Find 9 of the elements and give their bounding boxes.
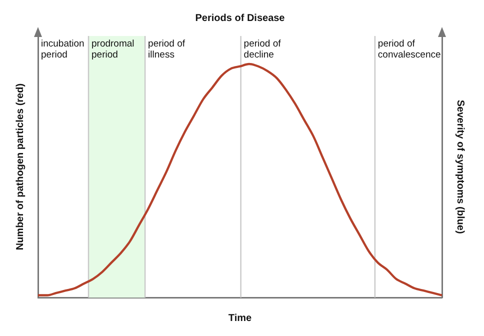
y-axis-title: Number of pathogen particles (red): [14, 83, 26, 250]
text: period of convalescence: [378, 38, 441, 60]
text: period of illness: [148, 38, 186, 60]
chart-title: Periods of Disease: [195, 12, 286, 24]
text: prodromal period: [92, 38, 134, 60]
y2-axis-title: Severity of symptoms (blue): [454, 100, 466, 234]
text: period of decline: [244, 38, 282, 60]
text: incubation period: [41, 38, 84, 60]
x-axis-title: Time: [228, 312, 252, 324]
